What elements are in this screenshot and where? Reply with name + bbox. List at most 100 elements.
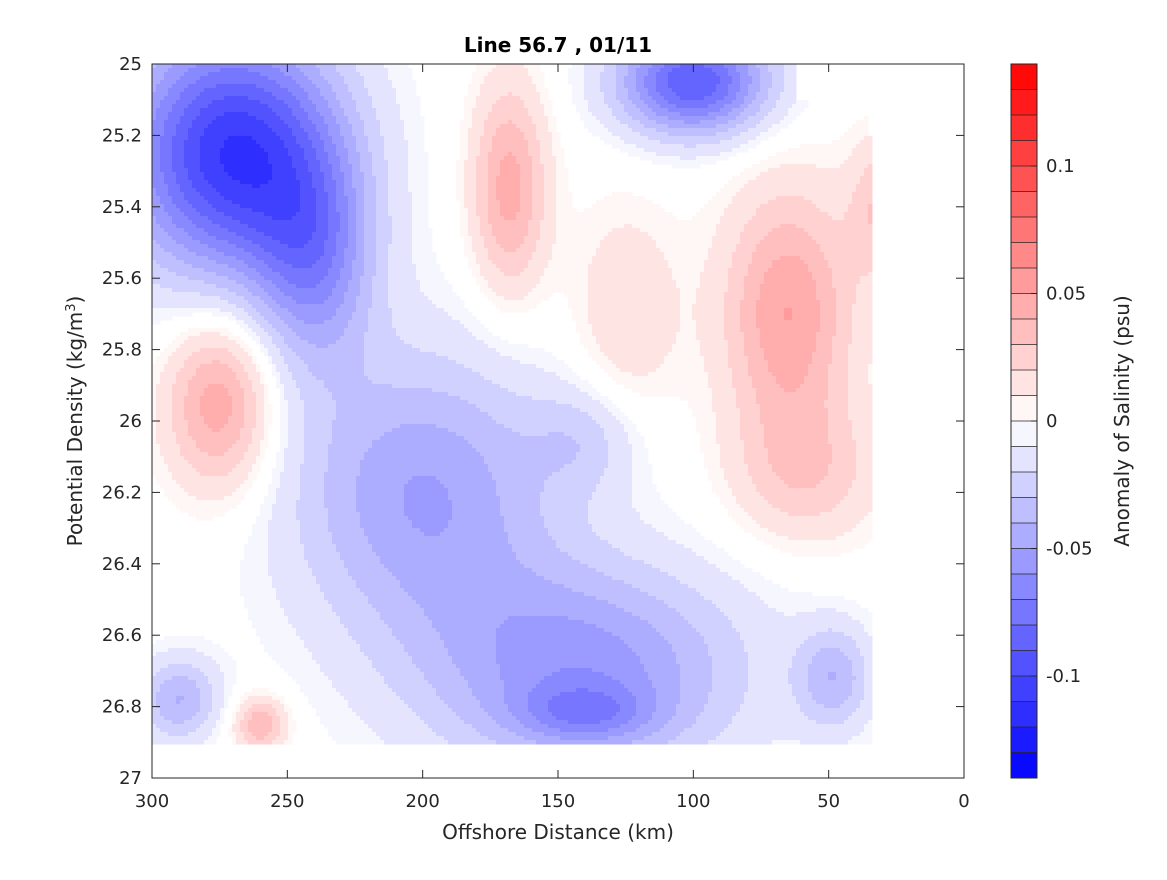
contour-cell bbox=[636, 80, 641, 85]
contour-cell bbox=[332, 128, 337, 133]
contour-cell bbox=[628, 68, 633, 73]
contour-cell bbox=[816, 188, 821, 193]
contour-cell bbox=[156, 120, 161, 125]
contour-cell bbox=[552, 160, 557, 165]
contour-cell bbox=[184, 160, 189, 165]
contour-cell bbox=[592, 104, 597, 109]
contour-cell bbox=[404, 160, 409, 165]
contour-cell bbox=[824, 184, 829, 189]
contour-cell bbox=[164, 172, 169, 177]
contour-cell bbox=[400, 164, 405, 169]
contour-cell bbox=[592, 128, 597, 133]
contour-cell bbox=[156, 68, 161, 73]
contour-cell bbox=[212, 92, 217, 97]
contour-cell bbox=[504, 116, 509, 121]
contour-cell bbox=[844, 156, 849, 161]
contour-cell bbox=[332, 168, 337, 173]
contour-cell bbox=[184, 132, 189, 137]
contour-cell bbox=[244, 152, 249, 157]
contour-cell bbox=[712, 144, 717, 149]
contour-cell bbox=[328, 128, 333, 133]
contour-cell bbox=[272, 200, 277, 205]
contour-cell bbox=[300, 72, 305, 77]
contour-cell bbox=[788, 164, 793, 169]
contour-cell bbox=[168, 76, 173, 81]
contour-cell bbox=[152, 96, 157, 101]
contour-cell bbox=[228, 184, 233, 189]
contour-cell bbox=[672, 92, 677, 97]
contour-cell bbox=[672, 144, 677, 149]
contour-cell bbox=[408, 196, 413, 201]
contour-cell bbox=[236, 104, 241, 109]
contour-cell bbox=[532, 64, 537, 69]
contour-cell bbox=[668, 156, 673, 161]
contour-cell bbox=[640, 112, 645, 117]
contour-cell bbox=[356, 140, 361, 145]
contour-cell bbox=[176, 124, 181, 129]
contour-cell bbox=[812, 188, 817, 193]
contour-cell bbox=[672, 108, 677, 113]
contour-cell bbox=[232, 156, 237, 161]
contour-cell bbox=[180, 124, 185, 129]
contour-cell bbox=[300, 92, 305, 97]
contour-cell bbox=[208, 88, 213, 93]
contour-cell bbox=[168, 84, 173, 89]
contour-cell bbox=[316, 100, 321, 105]
contour-cell bbox=[232, 144, 237, 149]
contour-cell bbox=[344, 164, 349, 169]
contour-cell bbox=[576, 72, 581, 77]
contour-cell bbox=[340, 168, 345, 173]
contour-cell bbox=[512, 148, 517, 153]
contour-cell bbox=[368, 168, 373, 173]
contour-cell bbox=[556, 180, 561, 185]
contour-cell bbox=[860, 188, 865, 193]
contour-cell bbox=[200, 104, 205, 109]
contour-cell bbox=[488, 184, 493, 189]
contour-cell bbox=[396, 108, 401, 113]
contour-cell bbox=[744, 144, 749, 149]
contour-cell bbox=[576, 96, 581, 101]
contour-cell bbox=[208, 116, 213, 121]
contour-cell bbox=[200, 128, 205, 133]
contour-cell bbox=[200, 200, 205, 205]
contour-cell bbox=[176, 176, 181, 181]
contour-cell bbox=[272, 64, 277, 69]
contour-cell bbox=[508, 168, 513, 173]
contour-cell bbox=[164, 140, 169, 145]
contour-cell bbox=[724, 64, 729, 69]
contour-cell bbox=[772, 200, 777, 205]
contour-cell bbox=[548, 196, 553, 201]
contour-cell bbox=[316, 168, 321, 173]
contour-cell bbox=[192, 100, 197, 105]
contour-cell bbox=[480, 104, 485, 109]
contour-cell bbox=[208, 136, 213, 141]
contour-cell bbox=[348, 196, 353, 201]
contour-cell bbox=[312, 128, 317, 133]
contour-cell bbox=[212, 128, 217, 133]
contour-cell bbox=[388, 152, 393, 157]
contour-cell bbox=[832, 172, 837, 177]
contour-cell bbox=[552, 132, 557, 137]
contour-cell bbox=[536, 176, 541, 181]
contour-cell bbox=[328, 140, 333, 145]
contour-cell bbox=[400, 64, 405, 69]
contour-cell bbox=[536, 136, 541, 141]
contour-cell bbox=[524, 196, 529, 201]
contour-cell bbox=[684, 148, 689, 153]
contour-cell bbox=[236, 112, 241, 117]
contour-cell bbox=[508, 92, 513, 97]
contour-cell bbox=[456, 172, 461, 177]
contour-cell bbox=[216, 204, 221, 209]
contour-cell bbox=[532, 128, 537, 133]
contour-cell bbox=[412, 80, 417, 85]
contour-cell bbox=[564, 200, 569, 205]
contour-cell bbox=[192, 148, 197, 153]
contour-cell bbox=[756, 88, 761, 93]
contour-cell bbox=[280, 96, 285, 101]
contour-cell bbox=[556, 188, 561, 193]
contour-cell bbox=[512, 112, 517, 117]
contour-cell bbox=[220, 164, 225, 169]
contour-cell bbox=[224, 132, 229, 137]
contour-cell bbox=[216, 84, 221, 89]
contour-cell bbox=[608, 64, 613, 69]
